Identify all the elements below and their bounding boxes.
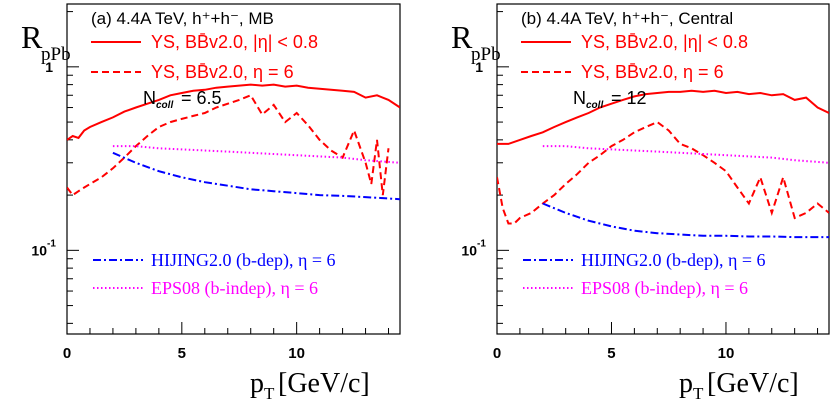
panel-title: (b) 4.4A TeV, h⁺+h⁻, Central [521,9,733,28]
y-axis-label-sub: pPb [471,44,501,65]
y-tick-label-one: 1 [475,59,483,75]
legend-entry: YS, BB̄v2.0, |η| < 0.8 [151,32,318,52]
plot-frame [66,3,401,335]
y-tick-label-tenth-exp: -1 [477,238,486,249]
y-axis-label: R [451,19,473,55]
series-line-0 [67,83,400,141]
plot-frame [496,3,830,335]
ncoll-label: N [143,88,156,108]
x-tick-label: 5 [178,345,186,362]
series-line-3 [542,145,829,164]
y-axis-label: R [21,19,43,55]
legend-entry: EPS08 (b-indep), η = 6 [151,278,318,299]
y-axis-label-sub: pPb [41,44,71,65]
legend-entry: YS, BB̄v2.0, η = 6 [151,62,294,82]
legend-entry: EPS08 (b-indep), η = 6 [581,278,748,299]
series-group [67,83,400,201]
x-axis-label-unit: [GeV/c] [278,368,370,399]
x-axis-label-sub: T [264,384,275,403]
ncoll-value: = 6.5 [181,88,222,108]
legend-entry: HIJING2.0 (b-dep), η = 6 [151,250,336,271]
y-tick-label-tenth: 10 [31,242,47,258]
y-tick-label-one: 1 [45,59,53,75]
x-tick-label: 10 [718,345,735,362]
series-line-1 [67,94,390,197]
ncoll-label-sub: coll [156,100,173,111]
legend-entry: HIJING2.0 (b-dep), η = 6 [581,250,766,271]
series-line-2 [112,151,400,201]
x-tick-label: 5 [607,345,615,362]
series-group [497,89,829,239]
legend-entry: YS, BB̄v2.0, |η| < 0.8 [581,32,748,52]
x-axis-label: p [250,368,264,399]
x-axis-label: p [679,368,693,399]
legend-entry: YS, BB̄v2.0, η = 6 [581,62,724,82]
series-line-0 [497,89,829,145]
ncoll-label: N [573,88,586,108]
x-tick-label: 10 [288,345,305,362]
x-tick-label: 0 [63,345,71,362]
x-tick-label: 0 [493,345,501,362]
panel-title: (a) 4.4A TeV, h⁺+h⁻, MB [91,9,274,28]
ncoll-label-sub: coll [586,100,603,111]
series-line-1 [497,120,829,225]
series-line-2 [542,202,829,239]
y-tick-label-tenth-exp: -1 [47,238,56,249]
series-line-3 [112,145,400,164]
ncoll-value: = 12 [611,88,647,108]
y-tick-label-tenth: 10 [461,242,477,258]
x-axis-label-sub: T [693,384,704,403]
x-axis-label-unit: [GeV/c] [707,368,799,399]
